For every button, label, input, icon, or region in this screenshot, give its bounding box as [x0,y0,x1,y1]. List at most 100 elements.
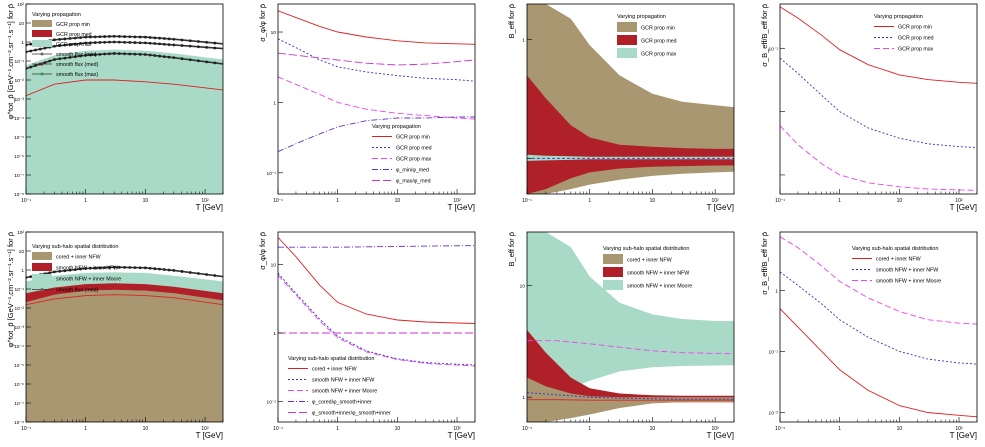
y-tick-label: 10⁻⁴ [14,116,24,122]
marker-point [79,54,82,58]
legend-label: GCR prop min [641,26,675,32]
legend-swatch [617,22,637,32]
marker-point [68,268,72,272]
legend-item: smooth flux (max) [32,72,98,78]
y-tick-label: 10 [520,283,526,289]
line-series-7 [26,79,223,97]
marker-point [167,37,171,41]
y-tick-label: 10² [17,230,24,236]
legend-marker [40,52,44,56]
marker-point [108,52,111,56]
legend-item: GCR prop max [372,157,432,163]
marker-point [188,39,192,43]
legend-title: Varying propagation [32,12,81,18]
plot-frame [526,231,735,423]
legend-item: smooth flux (min) [32,52,97,58]
x-tick-label: 10² [201,426,209,432]
marker-point [89,35,92,39]
marker-point [205,60,209,64]
legend: Varying propagation GCR prop min GCR prop … [372,124,432,185]
legend-label: GCR prop min [898,25,932,31]
marker-point [162,268,166,271]
marker-point [89,53,92,57]
legend-title: Varying sub-halo spatial distribution [288,356,374,362]
y-tick-label: 1 [273,100,276,106]
legend-item: GCR prop min [32,20,90,28]
marker-point [43,46,47,50]
legend-item: φ_min/φ_med [372,168,429,174]
y-tick-label: 1 [273,331,276,337]
y-tick-label: 10⁻⁵ [14,363,24,369]
legend-label: smooth NFW + inner NFW [627,271,689,277]
y-axis-label: φ^tot_p̄ [GeV⁻¹.cm⁻².sr⁻¹.s⁻¹] for p̄ [6,4,15,120]
chart-panel-3: 10⁻¹ 1 10 10² 1 T [GeV] B_eff for p̄ Varying pr… [507,3,735,212]
line-series-3 [780,125,977,191]
y-tick-label: 10 [271,30,277,36]
legend-label: GCR prop max [641,52,677,58]
marker-point [172,37,176,41]
y-axis-label: φ^tot_p̄ [GeV⁻¹.cm⁻².sr⁻¹.s⁻¹] for p̄ [6,232,15,348]
marker-point [128,41,132,44]
marker-point [73,55,77,59]
marker-point [172,43,176,47]
band-series-1 [26,289,223,422]
x-tick-label: 10² [712,426,720,432]
band-series-3 [26,49,223,194]
x-tick-label: 10 [143,426,149,432]
marker-point [112,52,116,55]
marker-point [153,267,157,271]
x-tick-label: 10⁻¹ [522,426,532,432]
x-tick-label: 10 [650,426,656,432]
legend-swatch [32,20,52,27]
marker-point [197,272,200,275]
band-series-2 [527,75,734,194]
legend: Varying propagation GCR prop min GCR prop … [32,12,99,78]
legend-marker [40,72,44,76]
marker-point [148,41,152,45]
y-tick-label: 10⁻¹ [15,59,25,65]
x-tick-label: 10² [453,426,461,432]
marker-point [188,271,192,274]
x-tick-label: 1 [336,426,339,432]
line-series-3 [278,76,475,120]
legend-marker [40,288,44,291]
marker-point [117,265,121,269]
legend-item: GCR prop med [874,36,934,42]
legend-label: smooth NFW + inner NFW [56,266,118,272]
marker-point [213,41,217,45]
marker-point [29,42,33,46]
marker-point [112,265,116,269]
y-axis-label: B_eff for p̄ [507,4,516,38]
legend-label: GCR prop med [56,32,92,38]
line-series-3 [780,236,977,325]
x-axis-label: T [GeV] [950,203,977,212]
marker-point [43,61,47,64]
x-tick-label: 1 [838,198,841,204]
legend-item: cored + inner NFW [32,252,101,261]
marker-point [63,37,67,41]
marker-point [53,38,56,42]
marker-point [98,35,102,39]
marker-point [29,275,33,279]
marker-point [58,57,62,61]
x-tick-label: 10⁻¹ [775,198,785,204]
marker-point [93,35,97,39]
chart-panel-1: 10⁻¹ 1 10 10² 10² 10 1 10⁻¹ 10⁻² 10⁻³ 10⁻⁴ 10⁻⁵ 10⁻⁶… [6,2,224,212]
legend-item: GCR prop max [617,48,677,58]
x-tick-label: 1 [588,426,591,432]
legend-title: Varying sub-halo spatial distribution [32,244,118,250]
y-tick-label: 10⁻² [769,411,779,417]
marker-point [138,35,142,39]
marker-point [138,266,142,270]
marker-point [213,46,217,50]
legend-title: Varying sub-halo spatial distribution [852,246,938,252]
marker-point [197,59,200,63]
legend-label: smooth NFW + inner Moore [627,284,692,290]
y-tick-label: 10 [271,263,277,269]
y-tick-label: 10⁻¹ [267,399,277,405]
x-tick-label: 10² [955,426,963,432]
marker-point [205,45,209,49]
plot-area [278,237,475,367]
line-series-1 [780,308,977,418]
